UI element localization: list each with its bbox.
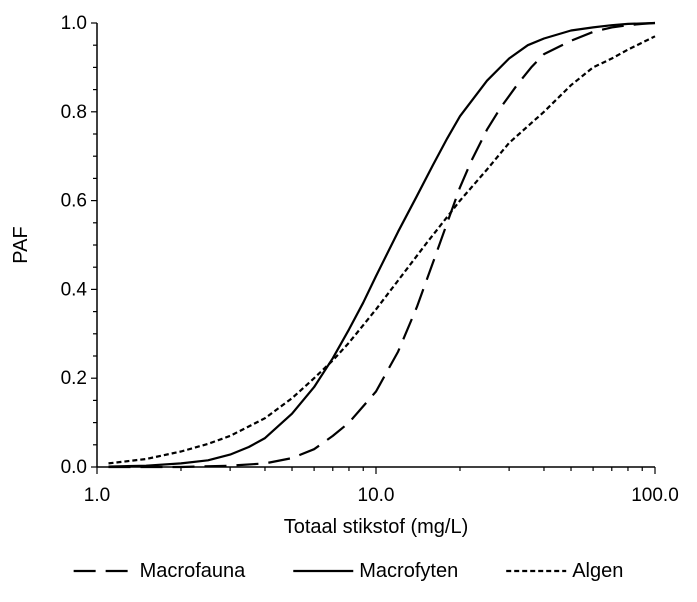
y-tick-label: 0.2 <box>61 368 87 389</box>
series-line-macrofauna <box>108 21 656 469</box>
plot-area: 0.0 0.2 0.4 0.6 0.8 1.0 1.0 10.0 100.0 <box>61 13 679 506</box>
legend-label-algen: Algen <box>572 560 623 582</box>
y-tick-label: 0.4 <box>61 279 88 300</box>
legend-label-macrofauna: Macrofauna <box>140 560 246 582</box>
y-ticks: 0.0 0.2 0.4 0.6 0.8 1.0 <box>61 13 97 478</box>
series-lines <box>108 21 656 469</box>
series-line-macrofyten <box>108 21 656 468</box>
legend-label-macrofyten: Macrofyten <box>359 560 458 582</box>
y-tick-label: 1.0 <box>61 13 87 34</box>
series-line-algen <box>108 35 656 465</box>
y-tick-label: 0.0 <box>61 457 87 478</box>
x-axis-title: Totaal stikstof (mg/L) <box>284 516 469 538</box>
x-tick-label: 100.0 <box>631 485 679 506</box>
y-tick-label: 0.8 <box>61 102 87 123</box>
x-tick-label: 1.0 <box>84 485 110 506</box>
legend: Macrofauna Macrofyten Algen <box>73 560 623 582</box>
y-axis-title: PAF <box>10 226 32 263</box>
x-ticks: 1.0 10.0 100.0 <box>84 467 679 506</box>
y-tick-label: 0.6 <box>61 191 87 212</box>
x-tick-label: 10.0 <box>358 485 395 506</box>
